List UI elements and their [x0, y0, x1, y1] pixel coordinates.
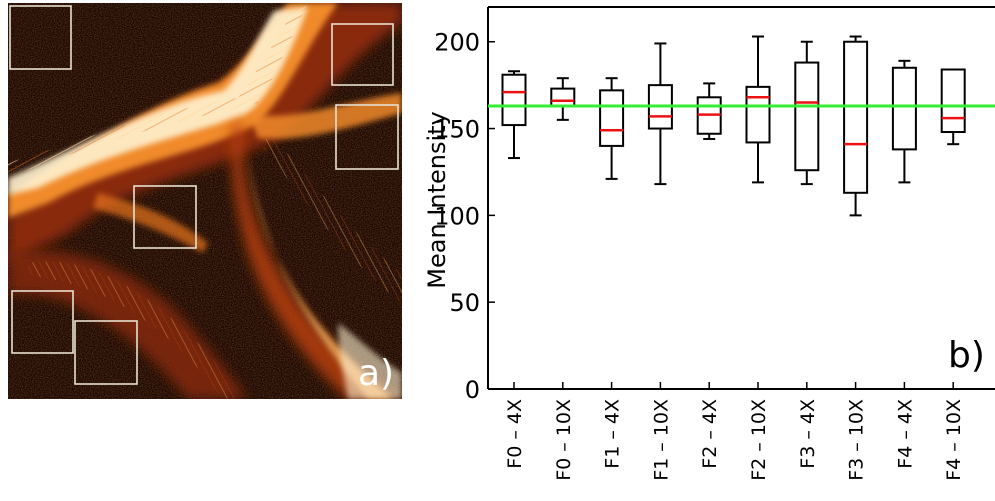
roi-boxes [9, 5, 399, 385]
roi-box [331, 23, 394, 86]
x-tick-label: F1 – 4X [602, 399, 624, 469]
x-tick-label: F4 – 10X [943, 399, 965, 481]
y-tick-label: 0 [465, 376, 480, 404]
fiber-network [8, 3, 402, 399]
box-iqr [940, 68, 966, 134]
y-tick-label: 150 [434, 116, 480, 144]
box-iqr [891, 66, 917, 151]
box-iqr [501, 73, 527, 127]
panel-a-label: a) [358, 353, 394, 394]
x-tick-label: F1 – 10X [650, 399, 672, 481]
roi-box [133, 185, 197, 249]
y-tick-label: 50 [449, 289, 480, 317]
plot-area: 0 50 100 150 200 F0 – 4X F0 – 10X F1 – 4X F1 – 1… [434, 6, 995, 481]
box-iqr [843, 40, 869, 194]
x-tick-label: F2 – 10X [748, 399, 770, 481]
micrograph-panel: a) [8, 3, 402, 399]
x-tick-label: F3 – 4X [797, 399, 819, 469]
x-tick-label: F0 – 4X [504, 399, 526, 469]
roi-box [335, 104, 399, 170]
y-tick-label: 200 [434, 29, 480, 57]
box-iqr [550, 87, 576, 107]
x-tick-label: F4 – 4X [894, 399, 916, 469]
x-tick-label: F3 – 10X [846, 399, 868, 481]
y-tick-label: 100 [434, 202, 480, 230]
box-iqr [794, 61, 820, 172]
box-iqr [745, 85, 771, 144]
roi-box [74, 320, 138, 385]
panel-b-label: b) [948, 335, 985, 376]
y-axis-title: Mean Intensity [423, 111, 451, 288]
box-iqr [599, 89, 625, 147]
x-tick-label: F0 – 10X [553, 399, 575, 481]
roi-box [11, 290, 74, 354]
roi-box [9, 5, 72, 70]
x-tick-label: F2 – 4X [699, 399, 721, 469]
